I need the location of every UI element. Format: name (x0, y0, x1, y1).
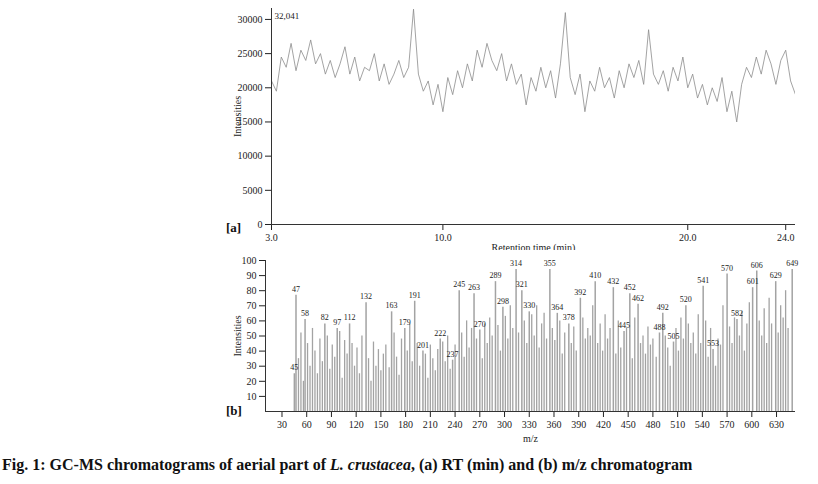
svg-text:630: 630 (769, 419, 784, 430)
svg-text:240: 240 (448, 419, 463, 430)
svg-text:570: 570 (721, 264, 733, 273)
svg-text:30: 30 (247, 360, 257, 371)
svg-text:541: 541 (697, 276, 709, 285)
html-text:[a]: [a] (226, 220, 242, 235)
svg-text:25000: 25000 (238, 48, 263, 59)
html-text:Fig. 1: GC-MS chromatograms of: Fig. 1: GC-MS chromatograms of aerial pa… (2, 456, 693, 473)
svg-text:191: 191 (409, 291, 421, 300)
svg-text:540: 540 (695, 419, 710, 430)
svg-text:432: 432 (607, 277, 619, 286)
svg-text:245: 245 (453, 280, 465, 289)
svg-text:Intensities: Intensities (232, 315, 243, 356)
svg-text:180: 180 (398, 419, 413, 430)
svg-text:298: 298 (497, 297, 509, 306)
svg-text:410: 410 (589, 271, 601, 280)
svg-text:97: 97 (333, 318, 341, 327)
svg-text:330: 330 (523, 301, 535, 310)
svg-text:82: 82 (321, 313, 329, 322)
svg-text:600: 600 (744, 419, 759, 430)
svg-text:0: 0 (258, 219, 263, 230)
svg-text:314: 314 (510, 259, 522, 268)
svg-text:10000: 10000 (238, 150, 263, 161)
svg-text:10: 10 (247, 391, 257, 402)
svg-text:520: 520 (680, 295, 692, 304)
svg-text:Intensities: Intensities (232, 96, 243, 137)
svg-text:321: 321 (516, 280, 528, 289)
svg-text:58: 58 (301, 309, 309, 318)
svg-text:179: 179 (399, 318, 411, 327)
svg-text:392: 392 (574, 288, 586, 297)
svg-text:112: 112 (344, 313, 356, 322)
svg-text:606: 606 (751, 261, 763, 270)
svg-text:90: 90 (247, 270, 257, 281)
svg-text:289: 289 (489, 271, 501, 280)
svg-text:132: 132 (360, 292, 372, 301)
html-text:[b]: [b] (226, 403, 242, 418)
svg-text:629: 629 (770, 271, 782, 280)
svg-text:390: 390 (571, 419, 586, 430)
svg-text:50: 50 (247, 330, 257, 341)
svg-text:492: 492 (657, 303, 669, 312)
svg-text:120: 120 (349, 419, 364, 430)
svg-text:601: 601 (747, 277, 759, 286)
svg-text:420: 420 (596, 419, 611, 430)
svg-text:462: 462 (632, 294, 644, 303)
svg-text:30: 30 (277, 419, 287, 430)
svg-text:270: 270 (474, 320, 486, 329)
svg-text:15000: 15000 (237, 116, 263, 128)
svg-text:488: 488 (653, 323, 665, 332)
svg-text:20.0: 20.0 (679, 232, 697, 243)
svg-text:510: 510 (670, 419, 685, 430)
svg-text:553: 553 (707, 339, 719, 348)
svg-text:649: 649 (786, 259, 798, 268)
svg-text:582: 582 (731, 309, 743, 318)
svg-text:24.0: 24.0 (777, 232, 795, 243)
svg-text:360: 360 (546, 419, 561, 430)
svg-text:150: 150 (373, 419, 388, 430)
svg-text:210: 210 (423, 419, 438, 430)
svg-text:450: 450 (621, 419, 636, 430)
svg-text:60: 60 (247, 315, 257, 326)
svg-text:3.0: 3.0 (265, 232, 278, 243)
svg-text:47: 47 (292, 285, 300, 294)
svg-text:5000: 5000 (243, 185, 263, 196)
svg-text:330: 330 (522, 419, 537, 430)
svg-text:45: 45 (290, 363, 298, 372)
svg-text:270: 270 (472, 419, 487, 430)
svg-text:237: 237 (447, 350, 459, 359)
svg-text:30000: 30000 (238, 14, 263, 25)
svg-text:480: 480 (645, 419, 660, 430)
svg-text:80: 80 (247, 285, 257, 296)
svg-text:32,041: 32,041 (275, 11, 300, 21)
svg-text:300: 300 (497, 419, 512, 430)
svg-text:70: 70 (247, 300, 257, 311)
svg-text:m/z: m/z (523, 433, 539, 444)
svg-text:201: 201 (417, 341, 429, 350)
svg-text:222: 222 (434, 329, 446, 338)
svg-text:364: 364 (551, 303, 563, 312)
svg-text:100: 100 (242, 255, 257, 266)
svg-text:355: 355 (544, 259, 556, 268)
svg-text:445: 445 (618, 321, 630, 330)
svg-text:40: 40 (247, 345, 257, 356)
svg-text:20000: 20000 (238, 82, 263, 93)
svg-text:378: 378 (563, 313, 575, 322)
svg-text:10.0: 10.0 (434, 232, 452, 243)
svg-text:263: 263 (468, 283, 480, 292)
svg-text:163: 163 (386, 301, 398, 310)
svg-text:60: 60 (302, 419, 312, 430)
svg-text:505: 505 (668, 332, 680, 341)
svg-text:570: 570 (720, 419, 735, 430)
svg-text:90: 90 (326, 419, 336, 430)
svg-text:20: 20 (247, 376, 257, 387)
svg-text:452: 452 (624, 283, 636, 292)
